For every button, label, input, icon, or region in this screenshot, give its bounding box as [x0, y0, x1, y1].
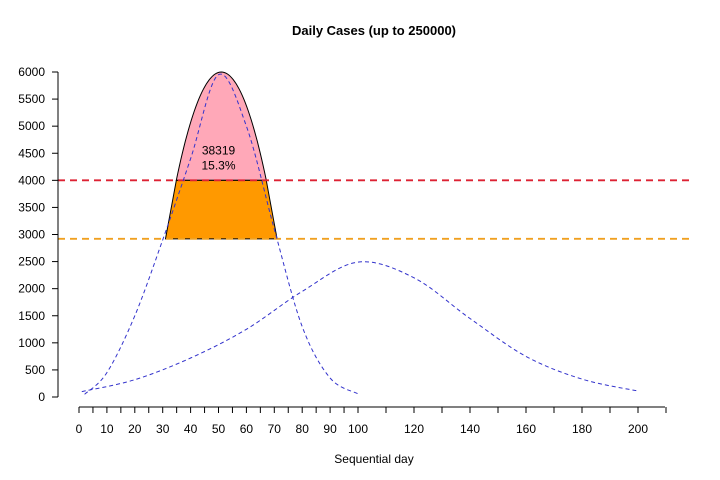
x-tick-label-30: 30 [156, 422, 170, 436]
y-tick-label-2500: 2500 [18, 255, 45, 269]
x-tick-label-10: 10 [100, 422, 114, 436]
series-line-1 [84, 73, 359, 395]
chart-title: Daily Cases (up to 250000) [292, 23, 456, 38]
x-tick-label-70: 70 [268, 422, 282, 436]
x-axis-label: Sequential day [334, 452, 413, 466]
annotation-1: 38319 [202, 143, 236, 157]
x-tick-label-100: 100 [348, 422, 368, 436]
y-tick-label-5000: 5000 [18, 119, 45, 133]
y-tick-label-1500: 1500 [18, 309, 45, 323]
x-tick-label-0: 0 [76, 422, 83, 436]
x-tick-label-180: 180 [572, 422, 592, 436]
y-tick-label-4500: 4500 [18, 146, 45, 160]
peak-upper-band [175, 71, 267, 181]
x-tick-label-120: 120 [404, 422, 424, 436]
annotation-2: 15.3% [201, 159, 235, 173]
x-tick-label-200: 200 [628, 422, 648, 436]
y-tick-label-1000: 1000 [18, 336, 45, 350]
y-tick-label-3500: 3500 [18, 200, 45, 214]
x-tick-label-90: 90 [323, 422, 337, 436]
y-tick-label-0: 0 [38, 390, 45, 404]
x-tick-label-140: 140 [460, 422, 480, 436]
y-tick-label-500: 500 [25, 363, 45, 377]
y-tick-label-2000: 2000 [18, 282, 45, 296]
y-tick-label-6000: 6000 [18, 65, 45, 79]
x-tick-label-60: 60 [240, 422, 254, 436]
y-tick-label-5500: 5500 [18, 92, 45, 106]
axes-group: 0500100015002000250030003500400045005000… [18, 65, 667, 436]
x-tick-label-50: 50 [212, 422, 226, 436]
annotations-group: 38319 15.3% [201, 143, 235, 172]
reference-lines-group [58, 179, 690, 240]
x-tick-label-160: 160 [516, 422, 536, 436]
y-tick-label-3000: 3000 [18, 228, 45, 242]
series-group [81, 73, 639, 395]
x-tick-label-20: 20 [128, 422, 142, 436]
series-line-2 [81, 261, 639, 393]
x-tick-label-40: 40 [184, 422, 198, 436]
y-tick-label-4000: 4000 [18, 173, 45, 187]
peak-lower-band [164, 179, 278, 240]
x-tick-label-80: 80 [296, 422, 310, 436]
